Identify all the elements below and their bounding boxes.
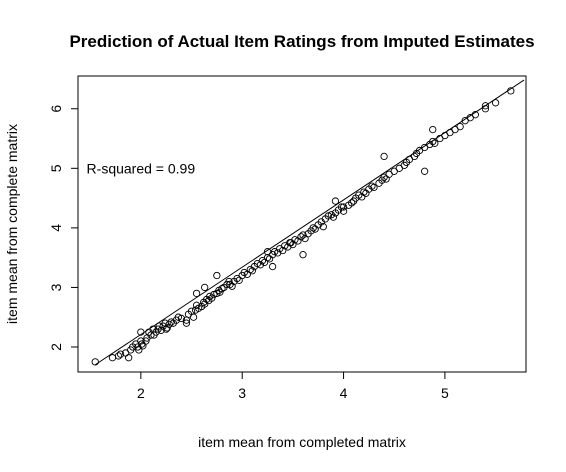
data-point — [279, 246, 287, 255]
data-point — [137, 328, 145, 336]
data-point — [429, 137, 437, 146]
data-point — [287, 239, 295, 247]
data-point — [248, 267, 256, 275]
data-points — [91, 87, 515, 366]
data-point — [507, 87, 515, 95]
y-axis: 2 3 4 5 6 — [48, 105, 78, 351]
data-point — [337, 203, 346, 211]
y-axis-label: item mean from complete matrix — [4, 124, 20, 324]
data-point — [319, 223, 327, 231]
data-point — [370, 183, 378, 192]
x-tick-label: 4 — [340, 385, 348, 401]
data-point — [108, 354, 117, 362]
data-point — [299, 231, 307, 239]
x-tick-label: 5 — [441, 385, 449, 401]
data-point — [218, 284, 226, 293]
fit-line-group — [94, 79, 525, 366]
data-point — [208, 294, 216, 302]
data-point — [182, 319, 191, 327]
data-point — [297, 233, 305, 241]
y-tick-label: 2 — [48, 343, 64, 351]
data-point — [213, 271, 221, 280]
data-point — [456, 122, 464, 131]
data-point — [116, 350, 125, 358]
data-point — [256, 261, 265, 269]
data-point — [331, 197, 340, 205]
data-point — [189, 313, 198, 321]
data-point — [382, 175, 390, 183]
x-axis: 2 3 4 5 — [137, 372, 449, 401]
data-point — [155, 322, 163, 330]
data-point — [142, 337, 150, 345]
data-point — [431, 139, 439, 147]
data-point — [329, 213, 338, 221]
data-point — [192, 289, 201, 298]
data-point — [125, 354, 133, 362]
data-point — [481, 102, 490, 110]
data-point — [114, 352, 123, 360]
y-tick-label: 5 — [48, 164, 64, 172]
x-axis-label: item mean from completed matrix — [198, 434, 406, 450]
data-point — [157, 326, 165, 334]
data-point — [201, 300, 209, 308]
data-point — [420, 167, 429, 175]
data-point — [135, 346, 143, 354]
data-point — [165, 320, 173, 329]
data-point — [216, 288, 224, 296]
data-point — [491, 99, 500, 107]
y-tick-label: 4 — [48, 224, 64, 232]
data-point — [429, 125, 437, 134]
data-point — [358, 193, 366, 201]
data-point — [471, 111, 479, 119]
data-point — [339, 207, 348, 215]
data-point — [163, 324, 171, 332]
y-tick-label: 3 — [48, 283, 64, 291]
data-point — [263, 248, 272, 256]
y-tick-label: 6 — [48, 105, 64, 113]
x-tick-label: 3 — [238, 385, 246, 401]
data-point — [167, 318, 175, 326]
data-point — [348, 199, 356, 207]
data-point — [368, 182, 376, 190]
data-point — [299, 251, 307, 259]
chart-title: Prediction of Actual Item Ratings from I… — [69, 32, 534, 51]
data-point — [206, 292, 214, 301]
data-point — [201, 283, 209, 292]
data-point — [91, 358, 99, 366]
data-point — [339, 203, 348, 211]
data-point — [327, 211, 336, 219]
x-tick-label: 2 — [137, 385, 145, 401]
data-point — [268, 262, 277, 271]
data-point — [177, 314, 186, 323]
data-point — [481, 105, 490, 113]
fit-line — [94, 79, 525, 366]
data-point — [228, 282, 236, 290]
r-squared-annotation: R-squared = 0.99 — [87, 160, 196, 176]
data-point — [380, 152, 388, 161]
plot-frame — [77, 75, 527, 373]
data-point — [289, 240, 297, 249]
data-point — [137, 337, 145, 345]
